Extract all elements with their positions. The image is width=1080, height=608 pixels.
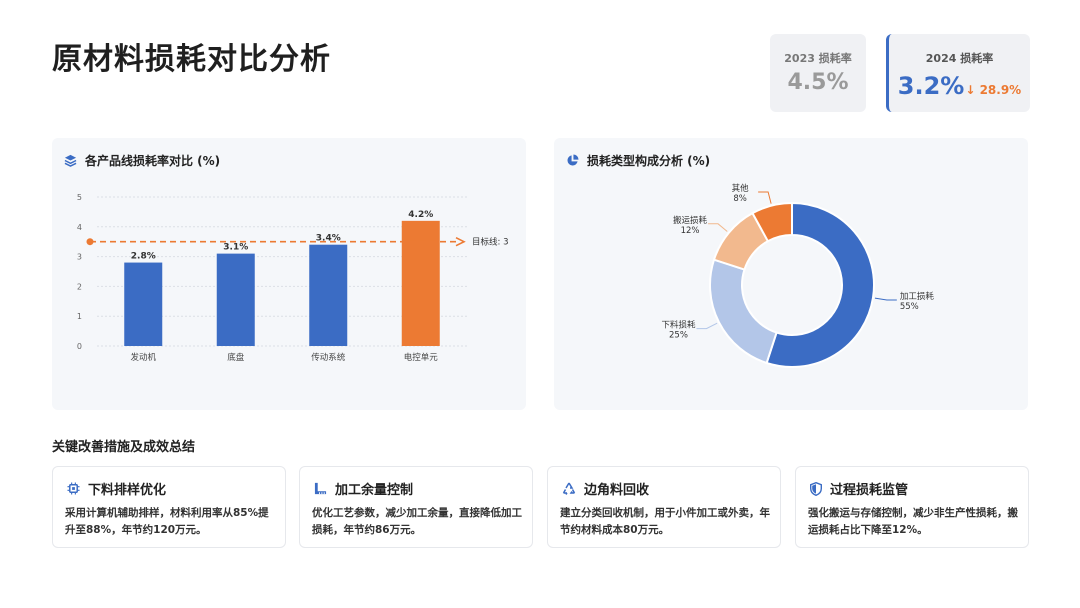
y-tick-label: 2 bbox=[77, 282, 82, 291]
kpi-2023-label: 2023 损耗率 bbox=[784, 52, 852, 65]
bar bbox=[309, 244, 348, 346]
x-tick-label: 发动机 bbox=[130, 352, 156, 363]
bar-chart: 0 1 2 3 4 5 2.8% 发动机 3.1% 底盘 3.4% 传动系统 4.2% 电控单元 目标线: … bbox=[77, 193, 509, 363]
leader-line bbox=[696, 322, 718, 330]
target-line-arrow bbox=[455, 236, 466, 247]
bar-chart-header: 各产品线损耗率对比 (%) bbox=[64, 152, 220, 169]
slice-value-label: 25% bbox=[669, 331, 688, 341]
chip-icon bbox=[67, 482, 80, 495]
slice-name-label: 加工损耗 bbox=[900, 291, 935, 302]
layers-icon bbox=[64, 154, 77, 167]
measure-card-title: 过程损耗监管 bbox=[830, 483, 909, 498]
kpi-2023-card: 2023 损耗率 4.5% bbox=[770, 34, 866, 112]
donut-slice bbox=[709, 258, 778, 365]
bar-chart-title: 各产品线损耗率对比 (%) bbox=[85, 154, 221, 168]
shield-icon bbox=[810, 481, 822, 496]
measure-card-title: 加工余量控制 bbox=[335, 483, 414, 498]
y-tick-label: 5 bbox=[77, 193, 82, 202]
x-tick-label: 电控单元 bbox=[404, 352, 439, 363]
slice-value-label: 12% bbox=[681, 226, 700, 236]
kpi-2024-value: 3.2% bbox=[897, 72, 965, 100]
recycle-icon bbox=[562, 482, 576, 495]
slice-value-label: 8% bbox=[733, 194, 747, 204]
y-tick-label: 4 bbox=[77, 223, 82, 232]
x-tick-label: 传动系统 bbox=[311, 352, 346, 363]
measure-card-body: 强化搬运与存储控制，减少非生产性损耗，搬运损耗占比下降至12%。 bbox=[808, 507, 1018, 536]
kpi-2024-change: ↓ 28.9% bbox=[965, 83, 1022, 97]
target-line-label: 目标线: 3 bbox=[472, 237, 508, 248]
leader-line bbox=[874, 297, 897, 301]
slice-name-label: 下料损耗 bbox=[661, 320, 696, 331]
bar-value-label: 3.4% bbox=[316, 234, 341, 244]
measure-card-title: 边角料回收 bbox=[584, 483, 650, 498]
page-title: 原材料损耗对比分析 bbox=[52, 42, 331, 77]
summary-title: 关键改善措施及成效总结 bbox=[52, 440, 196, 455]
pie-chart-icon bbox=[567, 154, 579, 166]
kpi-2023-value: 4.5% bbox=[787, 70, 849, 95]
donut-chart-header: 损耗类型构成分析 (%) bbox=[566, 152, 710, 169]
bar-value-label: 3.1% bbox=[223, 243, 248, 253]
bar-value-label: 2.8% bbox=[131, 252, 156, 262]
leader-line bbox=[758, 191, 772, 204]
bar-chart-panel: 0 1 2 3 4 5 2.8% 发动机 3.1% 底盘 3.4% 传动系统 4.2% 电控单元 目标线: … bbox=[52, 138, 526, 410]
slice-name-label: 其他 bbox=[732, 183, 750, 194]
measure-card-monitoring: 过程损耗监管 强化搬运与存储控制，减少非生产性损耗，搬运损耗占比下降至12%。 bbox=[795, 466, 1029, 548]
donut-slice bbox=[765, 201, 875, 368]
leader-line bbox=[708, 223, 728, 232]
bar bbox=[124, 262, 163, 346]
measure-card-body: 优化工艺参数，减少加工余量，直接降低加工损耗，年节约86万元。 bbox=[312, 507, 522, 536]
slice-name-label: 搬运损耗 bbox=[673, 215, 708, 226]
donut-chart-panel: 加工损耗 55% 下料损耗 25% 搬运损耗 12% 其他 8% 损耗类型构成分析 (%) bbox=[554, 138, 1028, 410]
kpi-2024-label: 2024 损耗率 bbox=[925, 52, 994, 65]
donut-slice bbox=[751, 201, 793, 243]
bar bbox=[401, 220, 440, 346]
measure-card-recycle: 边角料回收 建立分类回收机制，用于小件加工或外卖，年节约材料成本80万元。 bbox=[547, 466, 781, 548]
bar-value-label: 4.2% bbox=[408, 210, 433, 220]
y-tick-label: 3 bbox=[77, 253, 82, 262]
measure-card-body: 建立分类回收机制，用于小件加工或外卖，年节约材料成本80万元。 bbox=[560, 507, 770, 536]
y-tick-label: 1 bbox=[77, 312, 82, 321]
target-line-start-marker bbox=[86, 238, 94, 246]
x-tick-label: 底盘 bbox=[227, 352, 245, 363]
bar bbox=[216, 253, 255, 346]
measure-card-title: 下料排样优化 bbox=[88, 483, 167, 498]
y-tick-label: 0 bbox=[77, 342, 82, 351]
measure-card-allowance: 加工余量控制 优化工艺参数，减少加工余量，直接降低加工损耗，年节约86万元。 bbox=[299, 466, 533, 548]
ruler-icon bbox=[314, 482, 327, 495]
measure-card-body: 采用计算机辅助排样，材料利用率从85%提升至88%，年节约120万元。 bbox=[65, 507, 269, 536]
measure-card-nesting: 下料排样优化 采用计算机辅助排样，材料利用率从85%提升至88%，年节约120万… bbox=[52, 466, 286, 548]
donut-chart-title: 损耗类型构成分析 (%) bbox=[587, 154, 711, 168]
slice-value-label: 55% bbox=[900, 302, 919, 312]
kpi-2024-card: 2024 损耗率 3.2%↓ 28.9% bbox=[886, 34, 1030, 112]
